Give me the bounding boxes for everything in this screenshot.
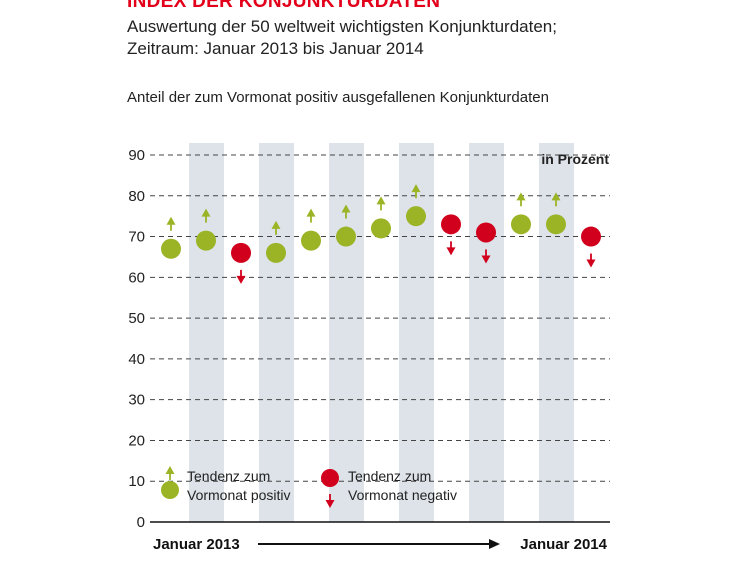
legend-up-arrow [165, 466, 175, 474]
y-tick-label: 0 [137, 514, 145, 531]
data-point-marker [336, 226, 356, 247]
chart-caption: Anteil der zum Vormonat positiv ausgefal… [127, 89, 549, 106]
trend-up-arrow [201, 208, 211, 217]
y-axis-ticks: 0 10 20 30 40 50 60 70 80 90 [128, 147, 145, 531]
data-point-positive [406, 184, 426, 227]
y-tick-label: 80 [128, 188, 145, 205]
chart-title: INDEX DER KONJUNKTURDATEN [127, 0, 441, 12]
data-point-marker [581, 226, 601, 247]
data-point-marker [266, 242, 286, 263]
trend-up-arrow [341, 204, 351, 213]
trend-up-arrow [271, 220, 281, 229]
trend-up-arrow [411, 184, 421, 193]
unit-label: in Prozent [541, 151, 609, 167]
data-point-positive [301, 208, 321, 251]
data-point-positive [511, 192, 531, 235]
data-point-marker [161, 238, 181, 259]
y-tick-label: 20 [128, 432, 145, 449]
data-points [161, 184, 601, 284]
trend-up-arrow [516, 192, 526, 201]
data-point-positive [336, 204, 356, 247]
data-point-marker [231, 242, 251, 263]
legend-marker [321, 469, 339, 487]
background-band [329, 143, 364, 522]
trend-up-arrow [306, 208, 316, 217]
x-end-label: Januar 2014 [520, 536, 607, 553]
data-point-negative [476, 222, 496, 264]
x-start-label: Januar 2013 [153, 536, 240, 553]
legend-label-line1: Tendenz zum [187, 468, 270, 484]
data-point-positive [196, 208, 216, 251]
legend-label-line1: Tendenz zum [348, 468, 431, 484]
data-point-marker [301, 230, 321, 251]
trend-down-arrow [586, 259, 596, 268]
data-point-marker [441, 214, 461, 235]
trend-up-arrow [551, 192, 561, 201]
legend: Tendenz zum Vormonat positiv Tendenz zum Vo… [161, 466, 457, 508]
legend-label-line2: Vormonat negativ [348, 487, 457, 503]
chart-subtitle: Auswertung der 50 weltweit wichtigsten K… [127, 16, 557, 60]
subtitle-line-1: Auswertung der 50 weltweit wichtigsten K… [127, 17, 557, 36]
data-point-negative [231, 242, 251, 284]
data-point-negative [441, 214, 461, 256]
data-point-marker [511, 214, 531, 235]
data-point-marker [196, 230, 216, 251]
trend-up-arrow [166, 216, 176, 225]
background-band [469, 143, 504, 522]
background-band [259, 143, 294, 522]
y-tick-label: 60 [128, 269, 145, 286]
data-point-positive [546, 192, 566, 235]
y-tick-label: 30 [128, 392, 145, 409]
y-tick-label: 50 [128, 310, 145, 327]
data-point-marker [406, 206, 426, 227]
trend-down-arrow [446, 247, 456, 256]
legend-label-line2: Vormonat positiv [187, 487, 291, 503]
legend-marker [161, 481, 179, 499]
data-point-negative [581, 226, 601, 268]
legend-item-positive: Tendenz zum Vormonat positiv [161, 466, 291, 503]
legend-item-negative: Tendenz zum Vormonat negativ [321, 468, 457, 508]
background-band [399, 143, 434, 522]
trend-up-arrow [376, 196, 386, 205]
y-tick-label: 40 [128, 351, 145, 368]
data-point-positive [266, 220, 286, 263]
data-point-marker [546, 214, 566, 235]
x-range: Januar 2013 Januar 2014 [153, 536, 608, 553]
trend-down-arrow [236, 275, 246, 284]
y-tick-label: 10 [128, 473, 145, 490]
data-point-positive [371, 196, 391, 239]
y-tick-label: 90 [128, 147, 145, 164]
time-arrow-head [489, 539, 500, 549]
subtitle-line-2: Zeitraum: Januar 2013 bis Januar 2014 [127, 39, 424, 58]
background-band [189, 143, 224, 522]
data-point-marker [476, 222, 496, 243]
data-point-positive [161, 216, 181, 259]
legend-down-arrow [325, 500, 335, 508]
data-point-marker [371, 218, 391, 239]
y-tick-label: 70 [128, 229, 145, 246]
trend-down-arrow [481, 255, 491, 264]
